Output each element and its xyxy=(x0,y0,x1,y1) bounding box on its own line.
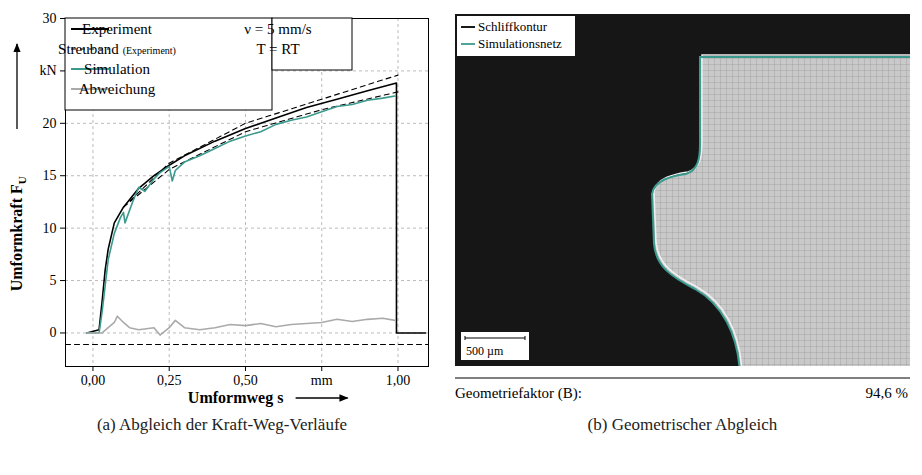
svg-text:Streuband (Experiment): Streuband (Experiment) xyxy=(58,41,176,57)
svg-text:Experiment: Experiment xyxy=(82,21,153,37)
html-text:(a) Abgleich der Kraft-Weg-Ver: (a) Abgleich der Kraft-Weg-Verläufe xyxy=(96,415,348,434)
svg-text:ν = 5 mm/s: ν = 5 mm/s xyxy=(244,21,311,37)
svg-text:94,6 %: 94,6 % xyxy=(866,385,909,401)
svg-text:Abweichung: Abweichung xyxy=(79,81,156,97)
svg-text:Geometriefaktor (B):: Geometriefaktor (B): xyxy=(455,385,582,402)
svg-text:10: 10 xyxy=(43,221,57,236)
svg-text:T = RT: T = RT xyxy=(256,41,299,57)
svg-text:5: 5 xyxy=(50,273,57,288)
svg-text:Simulationsnetz: Simulationsnetz xyxy=(478,36,562,51)
svg-text:20: 20 xyxy=(43,116,57,131)
svg-text:1,00: 1,00 xyxy=(386,373,411,388)
svg-text:30: 30 xyxy=(43,11,57,26)
svg-text:mm: mm xyxy=(311,373,333,388)
svg-text:0,00: 0,00 xyxy=(81,373,106,388)
svg-text:0,25: 0,25 xyxy=(157,373,182,388)
svg-text:Umformkraft FU: Umformkraft FU xyxy=(8,176,28,291)
svg-text:kN: kN xyxy=(39,63,56,78)
svg-text:0,50: 0,50 xyxy=(233,373,258,388)
svg-text:0: 0 xyxy=(50,325,57,340)
svg-text:Schliffkontur: Schliffkontur xyxy=(478,19,548,34)
html-text:(b) Geometrischer Abgleich: (b) Geometrischer Abgleich xyxy=(587,415,778,434)
svg-text:500 µm: 500 µm xyxy=(466,344,504,358)
svg-text:Umformweg s: Umformweg s xyxy=(188,389,284,407)
svg-text:15: 15 xyxy=(43,168,57,183)
svg-text:Simulation: Simulation xyxy=(84,61,150,77)
